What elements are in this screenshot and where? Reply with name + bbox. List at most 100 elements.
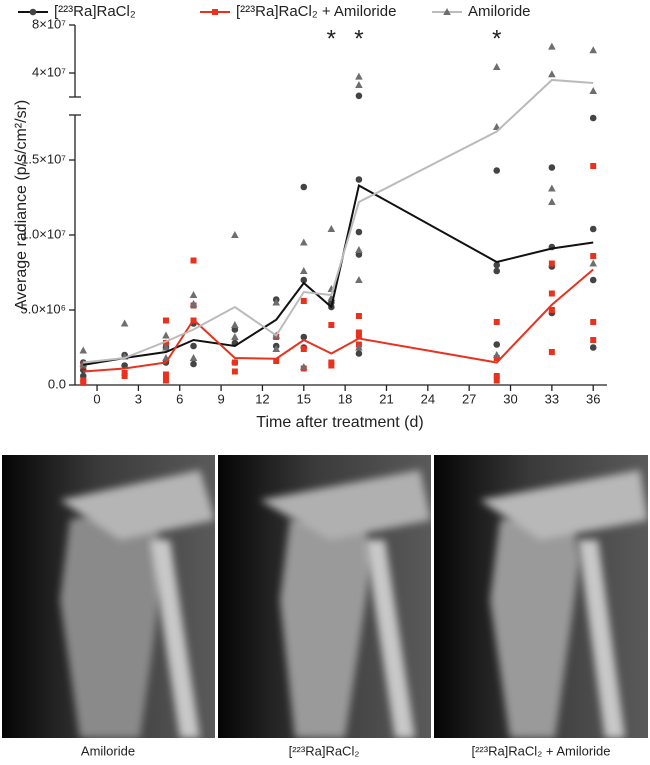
point (493, 373, 500, 379)
significance-mark: * (327, 25, 336, 52)
point (80, 379, 87, 385)
y-tick-label: 1.0×10⁷ (21, 226, 66, 241)
legend-label: [²²³Ra]RaCl₂ (54, 3, 136, 20)
point (300, 298, 307, 304)
x-tick-label: 30 (503, 391, 517, 406)
point (272, 345, 281, 352)
point (548, 260, 555, 267)
point (493, 377, 500, 384)
point (162, 377, 169, 384)
point (590, 319, 597, 325)
point (355, 343, 363, 351)
point (355, 246, 363, 253)
point (589, 46, 598, 54)
point (79, 346, 88, 354)
point (231, 359, 238, 366)
point (589, 114, 597, 122)
point (299, 238, 308, 246)
point (300, 276, 308, 284)
point (190, 342, 197, 350)
xray-image (2, 455, 215, 738)
mean-line (83, 183, 594, 366)
point (300, 333, 308, 341)
legend-label: [²²³Ra]RaCl₂ + Amiloride (236, 3, 396, 20)
point (299, 363, 308, 370)
mean-line (83, 268, 594, 373)
point (493, 319, 500, 325)
point (589, 276, 597, 284)
point (189, 291, 198, 298)
point (548, 164, 556, 171)
point (493, 341, 501, 348)
x-tick-label: 0 (93, 391, 100, 406)
x-tick-label: 36 (586, 391, 600, 406)
panel-caption: Amiloride (81, 743, 135, 758)
y-tick-label: 1.5×10⁷ (21, 151, 66, 166)
panel-caption: [²²³Ra]RaCl₂ + Amiloride (471, 743, 610, 758)
point (548, 184, 556, 192)
point (162, 340, 169, 346)
y-tick-label: 5.0×10⁶ (21, 301, 66, 316)
y-tick-label: 4×10⁷ (32, 64, 66, 79)
point (121, 373, 128, 379)
point (231, 333, 239, 340)
point (162, 371, 169, 378)
significance-mark: * (492, 25, 501, 52)
point (492, 351, 501, 358)
point (327, 225, 336, 232)
point (231, 368, 238, 375)
point (548, 198, 556, 205)
point (300, 346, 307, 352)
point (190, 360, 197, 368)
point (355, 350, 363, 357)
point (355, 92, 363, 100)
point (492, 123, 501, 130)
x-axis-title: Time after treatment (d) (256, 414, 423, 431)
x-tick-label: 24 (421, 391, 435, 406)
point (355, 81, 363, 88)
point (493, 167, 501, 174)
xray-panels: Amiloride [²²³Ra]RaCl₂ [²²³Ra]RaCl₂ + Am… (2, 455, 648, 758)
point (589, 344, 597, 351)
point (493, 267, 501, 275)
legend-marker (212, 9, 218, 15)
point (272, 298, 281, 306)
point (121, 362, 128, 369)
point (492, 63, 501, 70)
x-tick-label: 27 (462, 391, 476, 406)
x-tick-label: 21 (379, 391, 393, 406)
panel-caption: [²²³Ra]RaCl₂ (289, 743, 360, 758)
point (590, 337, 597, 343)
point (548, 70, 556, 78)
y-tick-label: 0.0 (48, 376, 66, 391)
point (231, 321, 239, 328)
point (328, 362, 335, 369)
point (189, 300, 198, 307)
x-tick-label: 3 (135, 391, 142, 406)
legend-marker (29, 8, 37, 16)
xray-image (218, 455, 431, 738)
x-tick-label: 18 (338, 391, 352, 406)
point (189, 354, 198, 361)
mean-line (83, 78, 594, 364)
point (493, 261, 501, 269)
legend-label: Amiloride (468, 3, 531, 20)
xray-image (434, 455, 648, 738)
point (328, 322, 335, 328)
point (590, 163, 597, 169)
point (162, 317, 169, 324)
point (355, 276, 363, 283)
point (589, 225, 597, 233)
point (589, 87, 598, 94)
point (548, 307, 555, 313)
x-tick-label: 9 (217, 391, 224, 406)
point (162, 343, 170, 351)
y-axis-title: Average radiance (p/s/cm²/sr) (13, 100, 30, 310)
point (548, 42, 556, 50)
point (120, 319, 129, 327)
x-tick-label: 15 (297, 391, 311, 406)
point (300, 183, 308, 191)
point (355, 313, 362, 319)
point (590, 253, 597, 259)
